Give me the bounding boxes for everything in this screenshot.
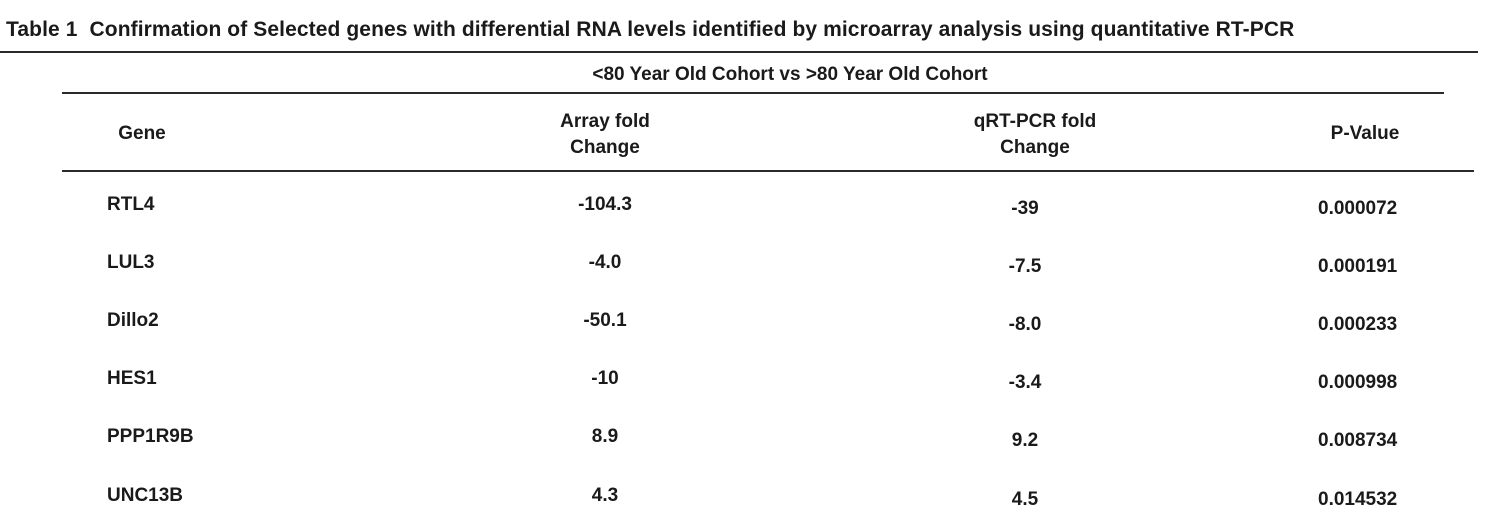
table-row: PPP1R9B 8.9 9.2 0.008734 [0,426,1500,456]
pvalue-cell: 0.008734 [1318,430,1398,451]
array-fold-cell: -50.1 [583,310,627,331]
table-number: Table 1 [6,18,78,41]
qrt-fold-cell: -3.4 [1008,372,1042,393]
qrt-fold-cell: 9.2 [1011,430,1039,451]
top-rule [0,51,1478,53]
pvalue-cell: 0.000233 [1318,314,1398,335]
table-row: UNC13B 4.3 4.5 0.014532 [0,485,1500,515]
cohort-rule [62,92,1444,94]
header-rule [62,170,1474,172]
gene-cell: LUL3 [107,252,155,273]
column-header-array-line1: Array fold [560,111,650,132]
array-fold-cell: -10 [591,368,619,389]
column-header-array-fold: Array fold Change [500,109,710,161]
array-fold-cell: -104.3 [578,194,632,215]
gene-cell: HES1 [107,368,157,389]
table-row: HES1 -10 -3.4 0.000998 [0,368,1500,398]
column-header-pvalue: P-Value [1330,123,1400,144]
qrt-fold-cell: -39 [1011,198,1039,219]
pvalue-cell: 0.000072 [1318,198,1398,219]
column-header-array-line2: Change [570,137,640,158]
qrt-fold-cell: -7.5 [1008,256,1042,277]
gene-cell: Dillo2 [107,310,159,331]
table-caption: Table 1 Confirmation of Selected genes wi… [6,18,1294,42]
array-fold-cell: 8.9 [591,426,619,447]
column-header-gene: Gene [118,123,166,144]
array-fold-cell: 4.3 [591,485,619,506]
column-header-qrt-line2: Change [1000,137,1070,158]
pvalue-cell: 0.000191 [1318,256,1398,277]
gene-cell: UNC13B [107,485,184,506]
table-row: LUL3 -4.0 -7.5 0.000191 [0,252,1500,282]
qrt-fold-cell: -8.0 [1008,314,1042,335]
cohort-header: <80 Year Old Cohort vs >80 Year Old Coho… [592,64,988,85]
column-header-qrt-pcr-fold: qRT-PCR fold Change [915,109,1155,161]
array-fold-cell: -4.0 [588,252,622,273]
table-row: Dillo2 -50.1 -8.0 0.000233 [0,310,1500,340]
gene-cell: PPP1R9B [107,426,194,447]
pvalue-cell: 0.014532 [1318,489,1398,510]
pvalue-cell: 0.000998 [1318,372,1398,393]
gene-cell: RTL4 [107,194,155,215]
table-caption-text: Confirmation of Selected genes with diff… [89,18,1295,41]
table-row: RTL4 -104.3 -39 0.000072 [0,194,1500,224]
qrt-fold-cell: 4.5 [1011,489,1039,510]
column-header-qrt-line1: qRT-PCR fold [973,111,1097,132]
